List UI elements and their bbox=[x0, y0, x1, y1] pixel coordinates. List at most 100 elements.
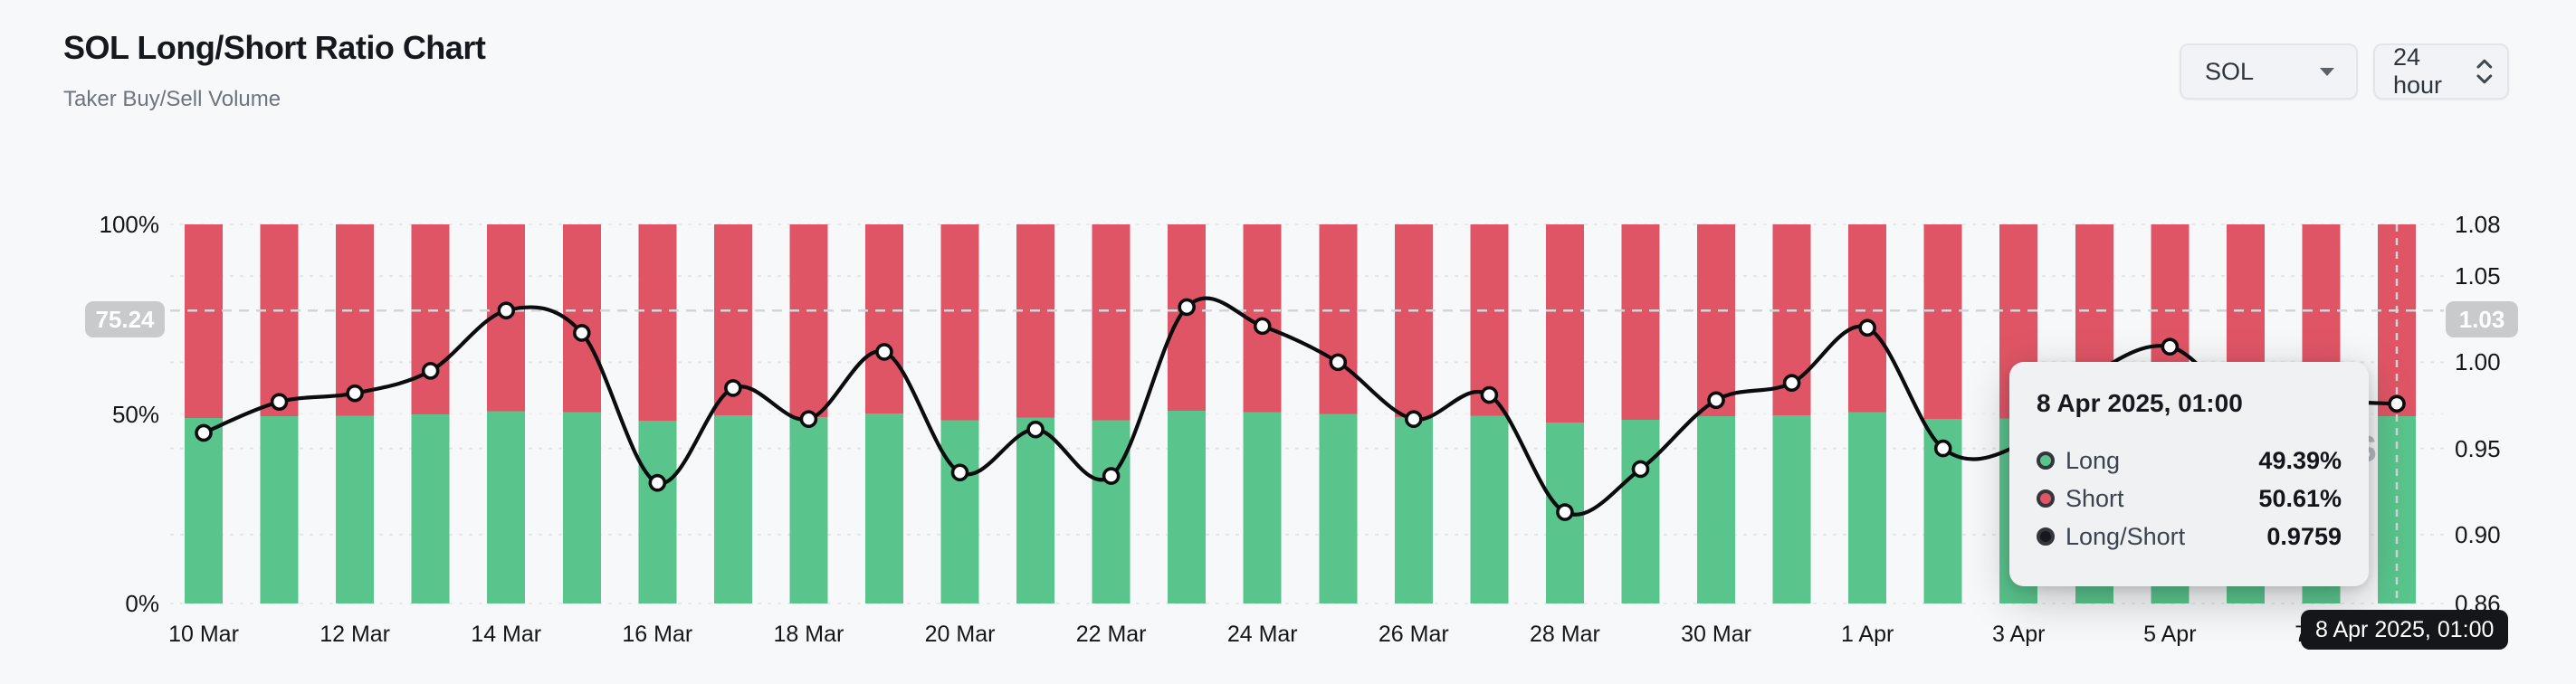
bar-long[interactable] bbox=[336, 415, 375, 603]
line-marker[interactable] bbox=[1707, 391, 1725, 410]
tooltip-series-value: 50.61% bbox=[2258, 484, 2342, 512]
bar-short[interactable] bbox=[1697, 224, 1736, 416]
line-marker[interactable] bbox=[1480, 385, 1499, 404]
bar-long[interactable] bbox=[940, 420, 979, 603]
bar-short[interactable] bbox=[1016, 224, 1055, 418]
x-axis-tick: 20 Mar bbox=[924, 622, 996, 647]
line-marker[interactable] bbox=[572, 324, 591, 342]
bar-long[interactable] bbox=[1394, 417, 1433, 603]
bar-long[interactable] bbox=[411, 414, 450, 603]
bar-short[interactable] bbox=[1394, 224, 1433, 418]
bar-short[interactable] bbox=[1470, 224, 1509, 416]
line-marker[interactable] bbox=[421, 362, 440, 380]
tooltip-rows: Long 49.39% Short 50.61% Long/Short 0.9759 bbox=[2037, 442, 2342, 556]
crosshair-left-badge: 75.24 bbox=[85, 301, 165, 337]
right-axis-tick: 1.08 bbox=[2455, 211, 2501, 238]
x-axis-tick: 14 Mar bbox=[471, 622, 542, 647]
tooltip-series-value: 0.9759 bbox=[2266, 522, 2342, 550]
bar-short[interactable] bbox=[1621, 224, 1660, 421]
interval-select[interactable]: 24 hour bbox=[2373, 43, 2509, 100]
line-marker[interactable] bbox=[1102, 467, 1121, 485]
line-marker[interactable] bbox=[724, 379, 742, 397]
left-axis-tick: 50% bbox=[111, 400, 159, 428]
bar-long[interactable] bbox=[1243, 412, 1282, 603]
line-marker[interactable] bbox=[1178, 298, 1196, 317]
bar-short[interactable] bbox=[1168, 224, 1207, 412]
bar-short[interactable] bbox=[411, 224, 450, 415]
bar-long[interactable] bbox=[864, 413, 903, 603]
bar-long[interactable] bbox=[1016, 417, 1055, 603]
bar-long[interactable] bbox=[1621, 420, 1660, 603]
line-marker[interactable] bbox=[195, 423, 213, 442]
tooltip-row: Short 50.61% bbox=[2037, 480, 2342, 518]
x-axis-tick: 30 Mar bbox=[1681, 622, 1751, 647]
bar-long[interactable] bbox=[1092, 420, 1131, 603]
symbol-select[interactable]: SOL bbox=[2180, 43, 2358, 100]
bar-short[interactable] bbox=[1092, 224, 1131, 421]
bar-short[interactable] bbox=[638, 224, 677, 422]
bar-short[interactable] bbox=[789, 224, 828, 418]
bar-short[interactable] bbox=[336, 224, 375, 416]
x-axis-tick: 16 Mar bbox=[622, 622, 693, 647]
bar-long[interactable] bbox=[789, 417, 828, 603]
interval-select-value: 24 hour bbox=[2393, 43, 2443, 99]
bar-long[interactable] bbox=[487, 411, 526, 603]
chevron-up-down-icon bbox=[2476, 59, 2493, 84]
x-axis-tick: 24 Mar bbox=[1226, 622, 1298, 647]
line-marker[interactable] bbox=[1631, 460, 1650, 479]
x-axis-tick: 28 Mar bbox=[1530, 622, 1600, 647]
series-dot-icon bbox=[2037, 527, 2055, 546]
bar-long[interactable] bbox=[1470, 415, 1509, 603]
crosshair-right-badge: 1.03 bbox=[2446, 301, 2518, 337]
line-marker[interactable] bbox=[875, 343, 893, 361]
line-marker[interactable] bbox=[1253, 317, 1272, 336]
bar-long[interactable] bbox=[562, 412, 601, 603]
gridlines bbox=[170, 223, 2444, 604]
line-marker[interactable] bbox=[1556, 503, 1574, 521]
bar-short[interactable] bbox=[1848, 224, 1887, 413]
bar-long[interactable] bbox=[185, 417, 223, 603]
line-marker[interactable] bbox=[1405, 410, 1423, 429]
bar-short[interactable] bbox=[940, 224, 979, 421]
bar-long[interactable] bbox=[1772, 414, 1811, 603]
bar-short[interactable] bbox=[260, 224, 299, 416]
bar-long[interactable] bbox=[1697, 415, 1736, 603]
x-axis-tick: 1 Apr bbox=[1840, 622, 1894, 647]
bar-long[interactable] bbox=[1319, 413, 1358, 604]
line-marker[interactable] bbox=[1933, 439, 1952, 458]
line-marker[interactable] bbox=[2161, 337, 2180, 356]
line-marker[interactable] bbox=[346, 384, 364, 403]
line-marker[interactable] bbox=[950, 463, 969, 482]
line-marker[interactable] bbox=[648, 473, 667, 492]
bar-long[interactable] bbox=[638, 421, 677, 603]
line-marker[interactable] bbox=[1782, 374, 1801, 393]
line-marker[interactable] bbox=[1026, 420, 1045, 439]
page-title: SOL Long/Short Ratio Chart bbox=[63, 29, 486, 66]
line-marker[interactable] bbox=[799, 410, 818, 429]
left-axis-tick: 0% bbox=[125, 590, 159, 617]
line-marker[interactable] bbox=[497, 301, 516, 320]
series-dot-icon bbox=[2037, 489, 2055, 508]
page-subtitle: Taker Buy/Sell Volume bbox=[63, 87, 281, 111]
tooltip-row: Long 49.39% bbox=[2037, 442, 2342, 480]
bar-long[interactable] bbox=[1848, 412, 1887, 603]
x-axis-tick: 10 Mar bbox=[168, 622, 239, 647]
bar-long[interactable] bbox=[260, 415, 299, 603]
bar-short[interactable] bbox=[562, 224, 601, 413]
line-marker[interactable] bbox=[270, 393, 289, 411]
line-marker[interactable] bbox=[2388, 394, 2406, 413]
tooltip-series-label: Long bbox=[2066, 446, 2121, 474]
line-marker[interactable] bbox=[1329, 353, 1348, 372]
bar-long[interactable] bbox=[713, 415, 752, 603]
bar-short[interactable] bbox=[864, 224, 903, 413]
bar-short[interactable] bbox=[1319, 224, 1358, 414]
bar-short[interactable] bbox=[1545, 224, 1584, 423]
line-marker[interactable] bbox=[1858, 318, 1876, 337]
x-axis-tick: 12 Mar bbox=[320, 622, 390, 647]
bar-short[interactable] bbox=[1923, 224, 1962, 419]
bars bbox=[185, 224, 2416, 603]
bar-short[interactable] bbox=[185, 224, 223, 418]
bar-long[interactable] bbox=[1168, 411, 1207, 603]
x-axis-tick: 3 Apr bbox=[1992, 622, 2046, 647]
